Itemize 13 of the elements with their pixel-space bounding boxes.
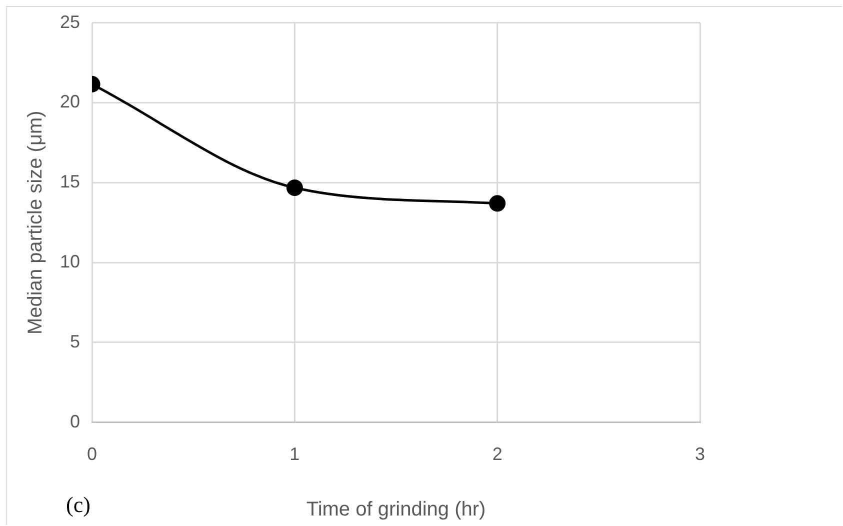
x-tick-label: 1 [290, 444, 300, 464]
text: (c) [66, 492, 90, 517]
y-tick-label: 0 [70, 411, 80, 432]
x-tick-label: 3 [694, 444, 706, 464]
x-axis-title: Time of grinding (hr) [306, 498, 486, 521]
y-tick-label: 5 [70, 331, 80, 352]
y-tick-label: 20 [60, 92, 80, 112]
x-tick-label: 2 [492, 444, 502, 464]
x-tick-label: 0 [87, 444, 98, 464]
y-tick-label: 10 [60, 252, 80, 272]
y-axis-title: Median particle size (μm) [24, 110, 47, 335]
y-tick-label: 25 [60, 12, 80, 32]
y-tick-label: 15 [60, 172, 80, 192]
